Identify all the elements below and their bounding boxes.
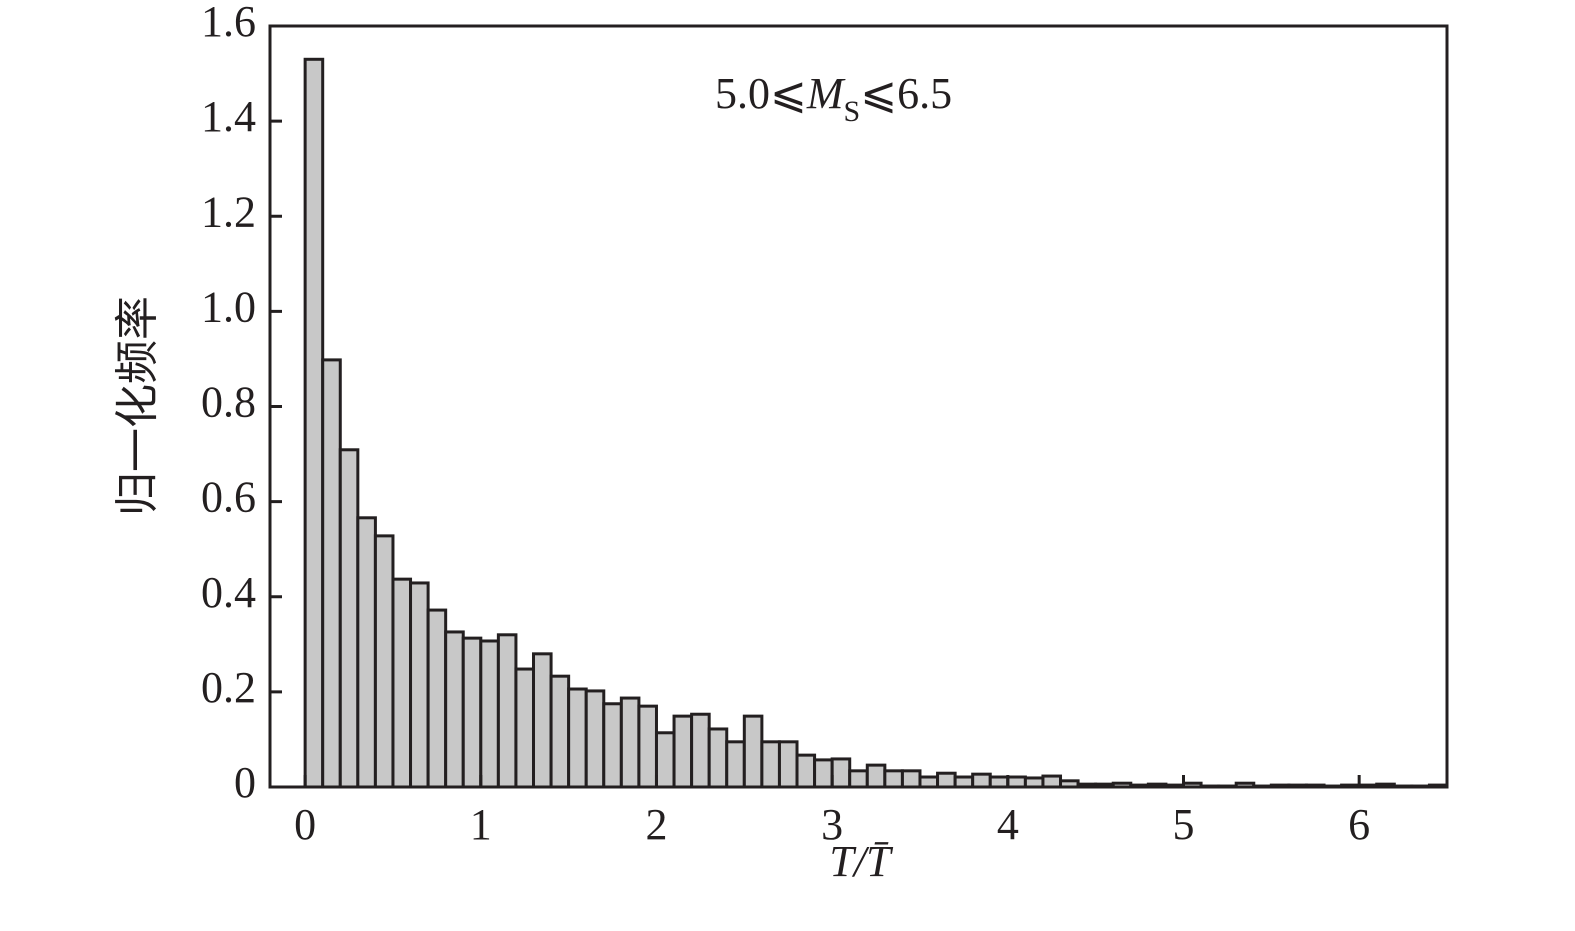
bar — [479, 639, 500, 789]
y-tick-label: 0.4 — [201, 568, 256, 617]
bar — [567, 687, 588, 789]
bar — [971, 772, 992, 789]
x-tick-label: 6 — [1348, 800, 1370, 849]
bar — [883, 769, 904, 789]
bar — [426, 608, 448, 789]
bar — [936, 771, 957, 789]
x-axis-label: T/T̄ — [829, 837, 894, 886]
y-tick-label: 0.8 — [201, 378, 256, 427]
bar — [795, 753, 817, 789]
bar — [356, 516, 377, 789]
x-tick-label: 5 — [1172, 800, 1194, 849]
bar — [303, 57, 325, 789]
bar — [584, 689, 606, 789]
y-tick-label: 1.4 — [201, 92, 256, 141]
bar — [321, 358, 342, 789]
annotation: 5.0⩽MS⩽6.5 — [715, 69, 952, 128]
bar — [742, 714, 764, 789]
bar — [391, 577, 413, 789]
y-tick-label: 0.6 — [201, 473, 256, 522]
bar — [373, 534, 395, 789]
bar — [532, 652, 553, 789]
bar — [654, 731, 676, 789]
x-tick-label: 0 — [294, 800, 316, 849]
annotation-part: ⩽6.5 — [860, 69, 952, 118]
bar — [707, 727, 729, 789]
bar — [338, 448, 360, 789]
bar — [619, 696, 641, 789]
y-tick-label: 1.0 — [201, 282, 256, 331]
x-tick-label: 3 — [821, 800, 843, 849]
x-tick-label: 4 — [997, 800, 1019, 849]
bar — [848, 769, 869, 789]
y-tick-label: 0 — [234, 758, 256, 807]
bar — [637, 704, 658, 789]
annotation-part: S — [844, 95, 861, 128]
bar — [461, 636, 483, 789]
bar — [602, 702, 623, 789]
y-axis-label: 归一化频率 — [113, 296, 162, 516]
bar — [725, 740, 746, 789]
bar — [514, 667, 536, 789]
bar — [409, 581, 430, 789]
y-tick-label: 0.2 — [201, 663, 256, 712]
bar — [813, 758, 834, 789]
annotation-part: 5.0⩽ — [715, 69, 807, 118]
annotation-part: M — [806, 69, 846, 118]
bar — [690, 712, 711, 789]
bar — [444, 630, 465, 789]
bar — [777, 740, 799, 789]
bar — [549, 674, 571, 789]
y-tick-label: 1.6 — [201, 0, 256, 46]
bar — [672, 714, 694, 789]
bar — [496, 633, 518, 789]
y-tick-label: 1.2 — [201, 187, 256, 236]
bar — [830, 757, 852, 789]
bar — [865, 763, 887, 789]
x-tick-label: 2 — [645, 800, 667, 849]
x-tick-label: 1 — [470, 800, 492, 849]
bar — [1041, 774, 1063, 789]
bar — [760, 740, 781, 789]
bar — [900, 769, 922, 789]
